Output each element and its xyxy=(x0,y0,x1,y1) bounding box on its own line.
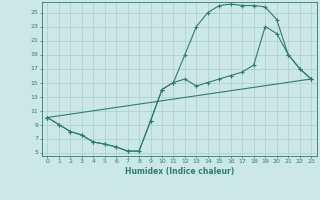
X-axis label: Humidex (Indice chaleur): Humidex (Indice chaleur) xyxy=(124,167,234,176)
